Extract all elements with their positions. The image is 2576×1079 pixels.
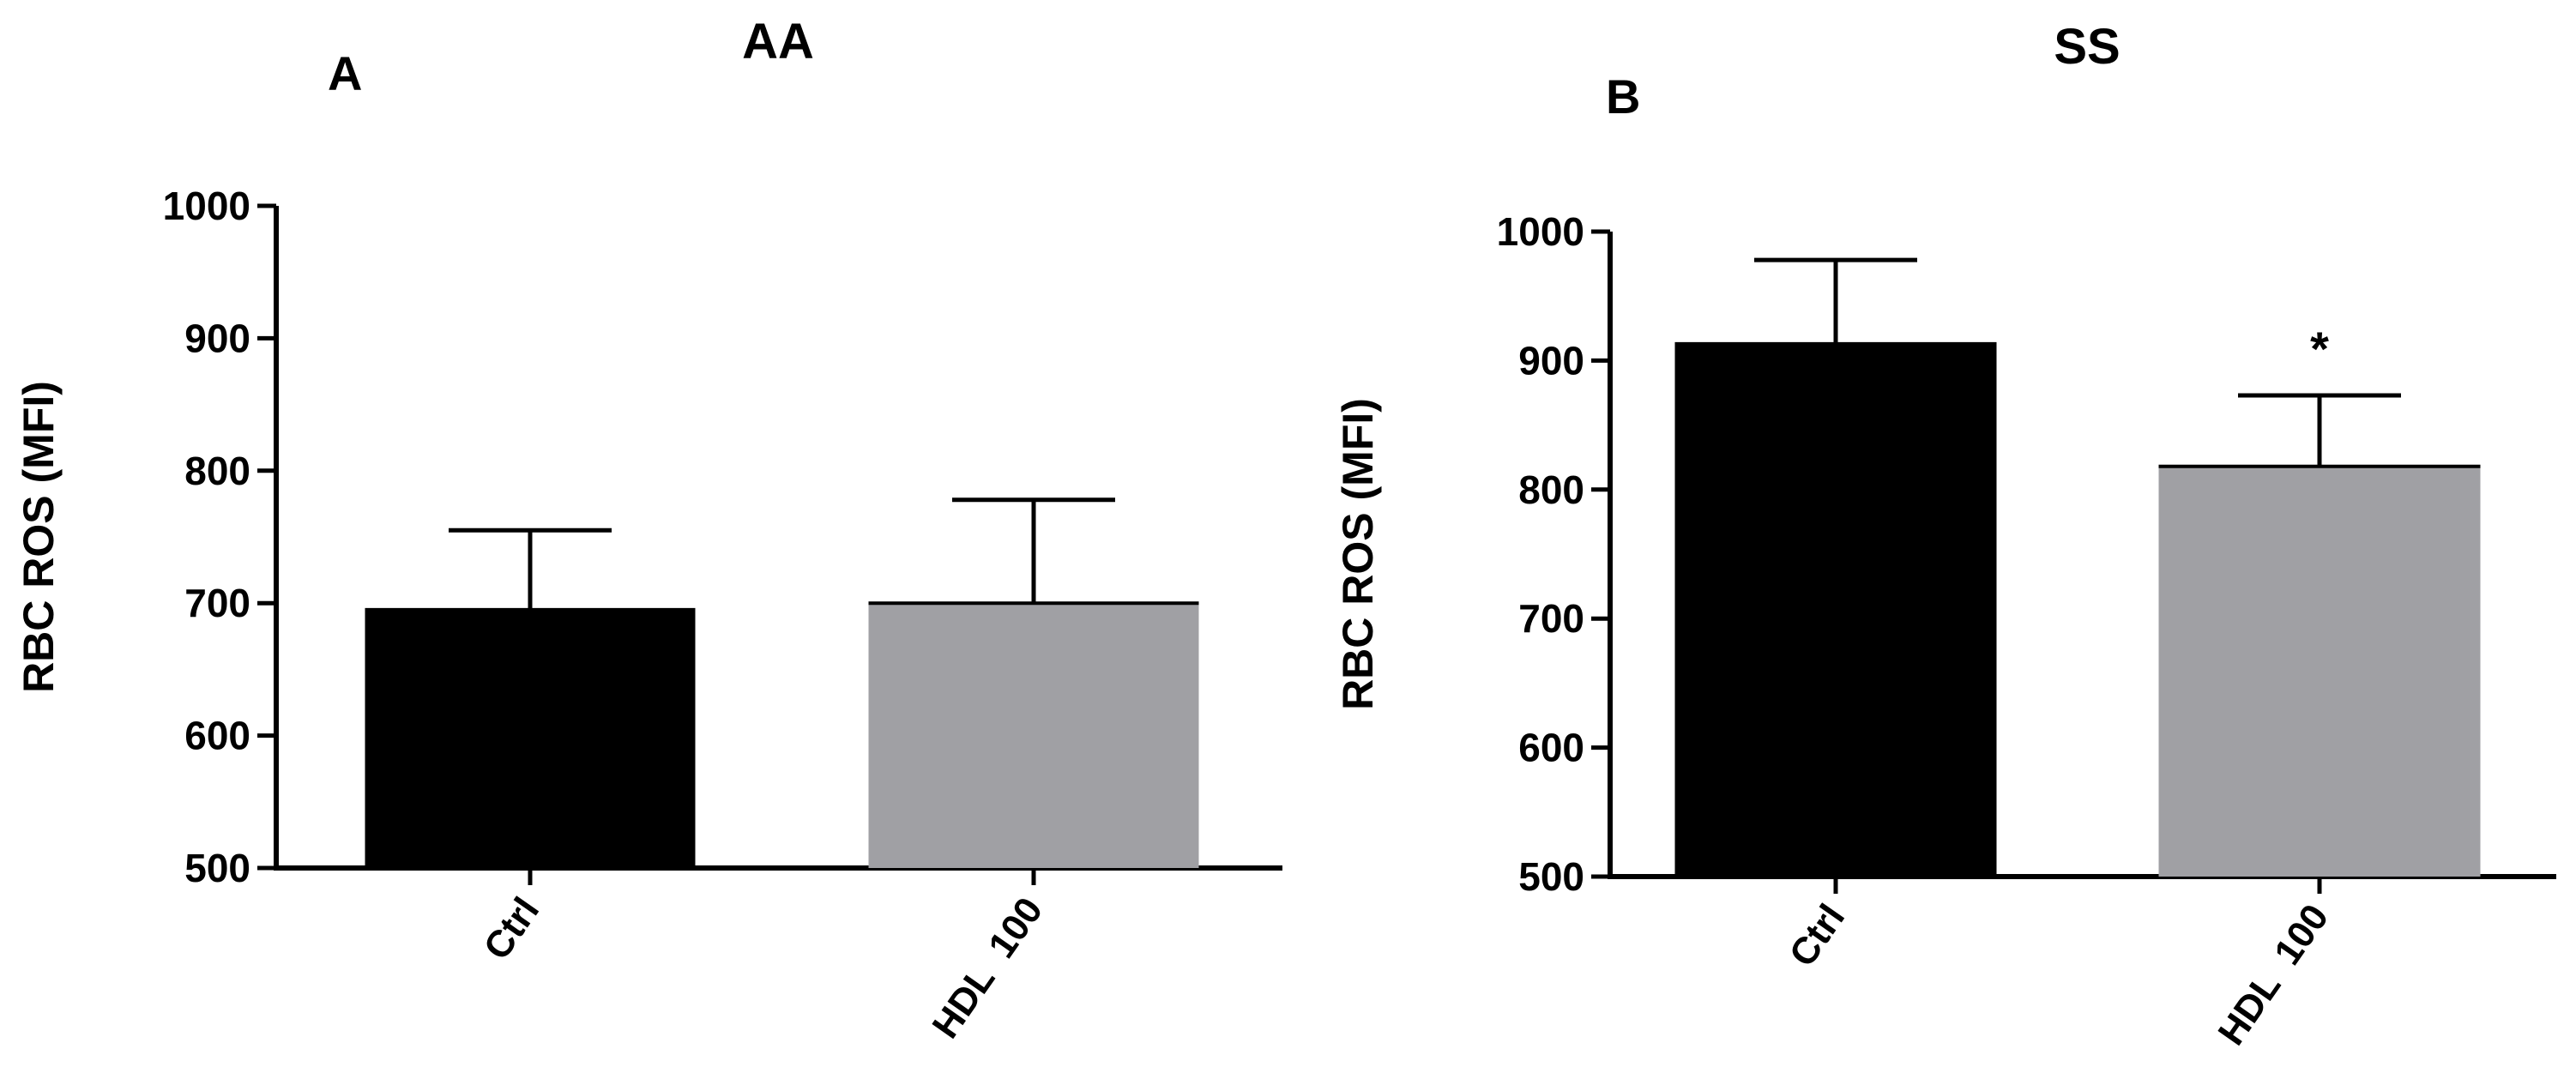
bar xyxy=(1674,343,1997,877)
y-tick-label: 1000 xyxy=(1497,209,1584,254)
chart-panel-b: B SS 500 600 700 800 900 1000 RBC ROS (MFI) Ctrl H… xyxy=(1334,19,2556,1052)
x-tick-label: Ctrl xyxy=(476,890,548,967)
y-tick-label: 500 xyxy=(184,846,250,890)
y-tick-label: 500 xyxy=(1518,854,1584,899)
x-tick-label: HDL 100 xyxy=(925,890,1052,1046)
y-tick-label: 700 xyxy=(184,581,250,625)
y-tick-label: 800 xyxy=(184,449,250,493)
x-tick-label: HDL 100 xyxy=(2211,897,2338,1053)
bar xyxy=(868,603,1199,868)
y-axis-title: RBC ROS (MFI) xyxy=(15,381,63,693)
bar xyxy=(365,609,696,868)
y-tick-label: 900 xyxy=(184,316,250,360)
y-tick-label: 600 xyxy=(184,714,250,758)
y-tick-label: 1000 xyxy=(163,184,250,228)
y-tick-label: 600 xyxy=(1518,726,1584,770)
y-tick-label: 900 xyxy=(1518,338,1584,383)
chart-title: SS xyxy=(2054,19,2120,75)
y-tick-label: 700 xyxy=(1518,596,1584,641)
y-tick-label: 800 xyxy=(1518,467,1584,512)
x-tick-label: Ctrl xyxy=(1782,897,1854,974)
y-axis-title: RBC ROS (MFI) xyxy=(1334,398,1382,710)
panel-letter: B xyxy=(1606,69,1640,124)
panel-letter: A xyxy=(328,46,362,100)
significance-marker: * xyxy=(2310,322,2329,376)
bar xyxy=(2158,466,2481,877)
chart-title: AA xyxy=(742,14,814,69)
